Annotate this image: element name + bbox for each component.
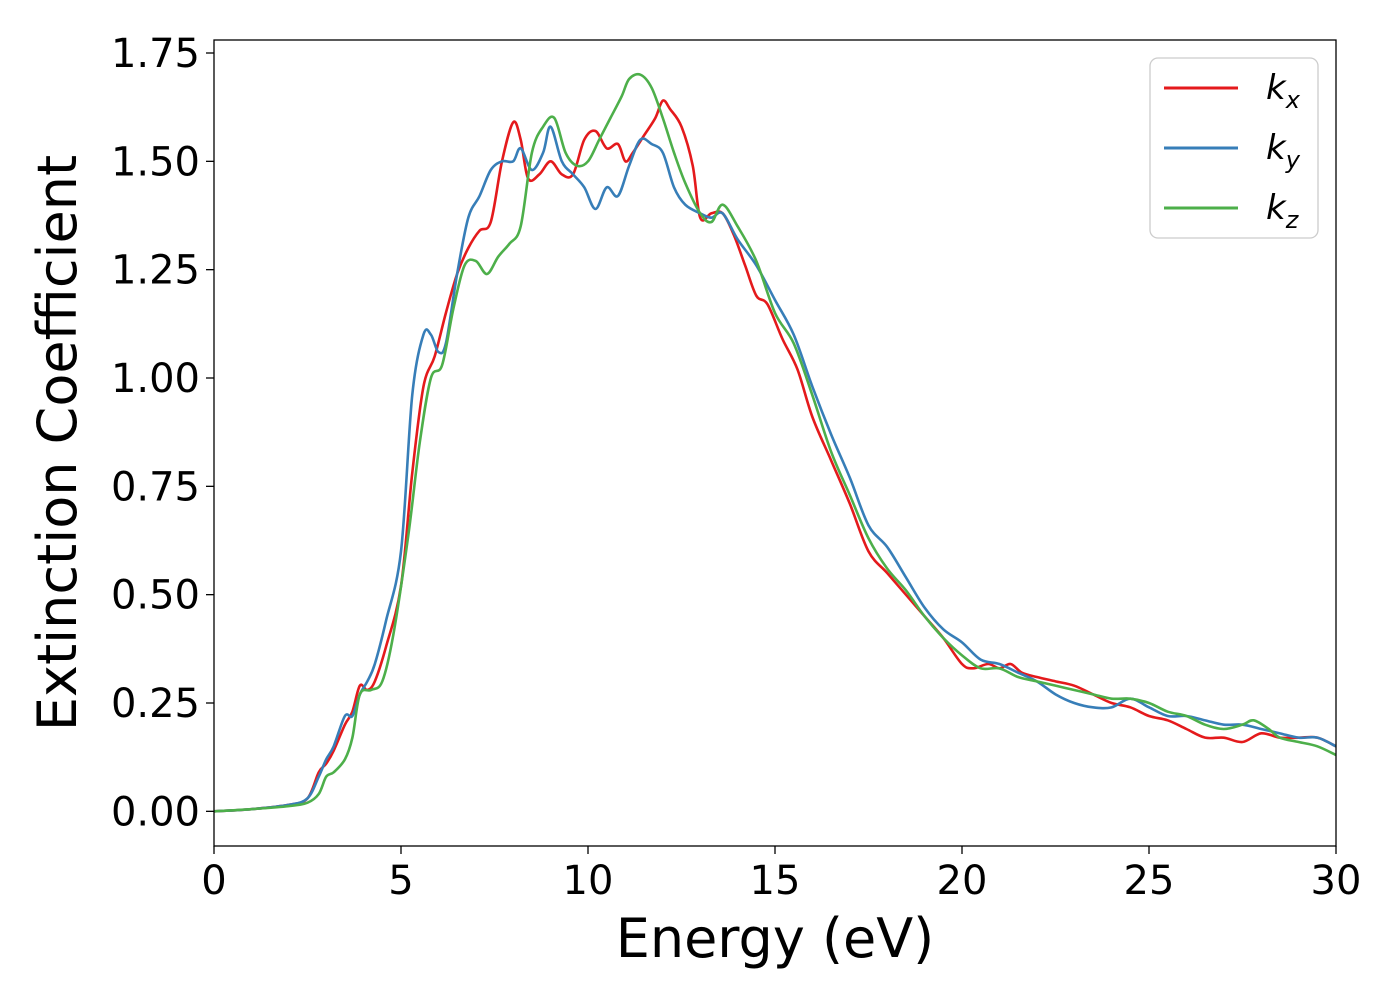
x-tick-label: 25 [1124,858,1175,904]
x-tick-label: 5 [388,858,413,904]
x-tick-label: 20 [937,858,988,904]
y-tick-label: 0.00 [111,789,200,835]
y-tick-label: 0.50 [111,573,200,619]
y-axis-title: Extinction Coefficient [26,155,89,731]
legend-label-z: kz [1266,188,1300,234]
x-tick-label: 10 [563,858,614,904]
series-line-x [213,99,1337,813]
legend-items: kx ky kz [1164,68,1301,234]
y-tick-label: 0.75 [111,464,200,510]
x-tick-label: 30 [1311,858,1362,904]
series-layer [213,72,1337,813]
legend-label-x: kx [1266,68,1301,114]
y-tick-label: 1.00 [111,356,200,402]
series-line-z [213,72,1337,813]
y-tick-label: 0.25 [111,681,200,727]
series-line-y [213,125,1337,813]
legend-label-y: ky [1266,128,1301,174]
y-axis-ticks: 0.00 0.25 0.50 0.75 1.00 1.25 1.50 1.75 [111,31,214,835]
y-tick-label: 1.25 [111,248,200,294]
x-tick-label: 0 [201,858,226,904]
x-tick-label: 15 [750,858,801,904]
y-tick-label: 1.50 [111,139,200,185]
legend: kx ky kz [1149,57,1319,239]
x-axis-title: Energy (eV) [616,907,935,970]
y-tick-label: 1.75 [111,31,200,77]
x-axis-ticks: 0 5 10 15 20 25 30 [201,846,1361,904]
